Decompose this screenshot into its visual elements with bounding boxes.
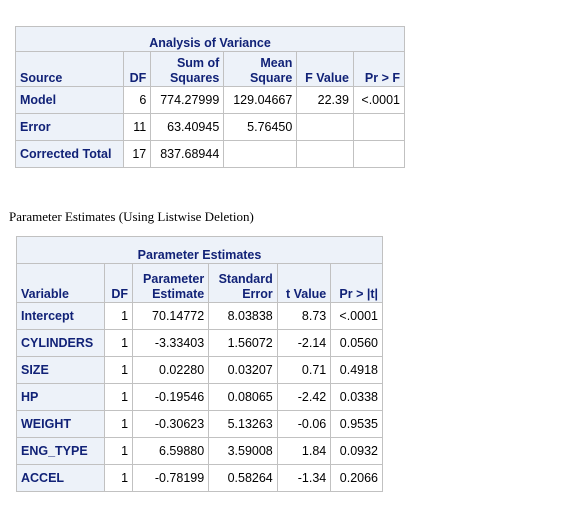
params-row-eng-type: ENG_TYPE 1 6.59880 3.59008 1.84 0.0932 xyxy=(15,437,383,465)
anova-title: Analysis of Variance xyxy=(15,26,405,52)
parameter-estimates-caption: Parameter Estimates (Using Listwise Dele… xyxy=(9,209,254,224)
params-row-p: 0.4918 xyxy=(330,356,383,384)
params-header-estimate-line1: Parameter xyxy=(143,272,205,286)
params-row-variable: SIZE xyxy=(15,356,106,384)
anova-row-df: 17 xyxy=(122,140,152,168)
params-header-tvalue: t Value xyxy=(276,263,332,303)
params-row-tvalue: -2.14 xyxy=(276,329,332,357)
params-row-estimate: -3.33403 xyxy=(132,329,210,357)
params-row-estimate: -0.78199 xyxy=(132,464,210,492)
anova-row-model: Model 6 774.27999 129.04667 22.39 <.0001 xyxy=(15,86,406,114)
anova-row-corrected-total: Corrected Total 17 837.68944 xyxy=(15,140,406,168)
params-row-p: 0.0560 xyxy=(330,329,383,357)
anova-header-pr: Pr > F xyxy=(352,51,406,87)
params-row-p: 0.2066 xyxy=(330,464,383,492)
params-row-weight: WEIGHT 1 -0.30623 5.13263 -0.06 0.9535 xyxy=(15,410,383,438)
anova-header-df: DF xyxy=(122,51,152,87)
params-row-p: <.0001 xyxy=(330,302,383,330)
anova-row-source: Corrected Total xyxy=(15,140,124,168)
anova-row-p: <.0001 xyxy=(352,86,406,114)
params-header-estimate-line2: Estimate xyxy=(152,287,205,301)
params-row-p: 0.0932 xyxy=(330,437,383,465)
params-row-intercept: Intercept 1 70.14772 8.03838 8.73 <.0001 xyxy=(15,302,383,330)
params-row-variable: CYLINDERS xyxy=(15,329,106,357)
params-row-df: 1 xyxy=(104,302,134,330)
params-row-variable: WEIGHT xyxy=(15,410,106,438)
anova-row-ss: 774.27999 xyxy=(150,86,225,114)
params-row-df: 1 xyxy=(104,464,134,492)
params-row-tvalue: -1.34 xyxy=(276,464,332,492)
anova-header-source: Source xyxy=(15,51,124,87)
parameter-estimates-table: Parameter Estimates Variable DF Paramete… xyxy=(15,236,383,492)
anova-header-ss-line2: Squares xyxy=(169,71,220,85)
anova-row-f xyxy=(296,140,354,168)
anova-header-ms-line1: Mean xyxy=(260,56,293,70)
params-row-df: 1 xyxy=(104,410,134,438)
params-row-df: 1 xyxy=(104,383,134,411)
params-row-variable: Intercept xyxy=(15,302,106,330)
anova-header-ms-line2: Square xyxy=(249,71,293,85)
anova-row-ms: 5.76450 xyxy=(223,113,298,141)
anova-row-error: Error 11 63.40945 5.76450 xyxy=(15,113,406,141)
params-row-std-error: 1.56072 xyxy=(208,329,278,357)
params-row-estimate: 6.59880 xyxy=(132,437,210,465)
anova-row-p xyxy=(352,140,406,168)
params-header-variable: Variable xyxy=(15,263,106,303)
anova-header-ms: Mean Square xyxy=(223,51,298,87)
params-header-std-error: Standard Error xyxy=(208,263,278,303)
params-header-df: DF xyxy=(104,263,134,303)
anova-row-ms xyxy=(223,140,298,168)
params-row-tvalue: 1.84 xyxy=(276,437,332,465)
params-row-p: 0.9535 xyxy=(330,410,383,438)
params-row-tvalue: -0.06 xyxy=(276,410,332,438)
params-row-tvalue: 8.73 xyxy=(276,302,332,330)
anova-header-ss-line1: Sum of xyxy=(176,56,220,70)
anova-header-ss: Sum of Squares xyxy=(150,51,225,87)
anova-row-f xyxy=(296,113,354,141)
params-row-variable: ENG_TYPE xyxy=(15,437,106,465)
params-row-std-error: 0.08065 xyxy=(208,383,278,411)
params-row-estimate: 0.02280 xyxy=(132,356,210,384)
params-row-std-error: 5.13263 xyxy=(208,410,278,438)
params-row-df: 1 xyxy=(104,329,134,357)
params-row-estimate: 70.14772 xyxy=(132,302,210,330)
anova-table: Analysis of Variance Source DF Sum of Squ… xyxy=(15,26,406,168)
params-row-accel: ACCEL 1 -0.78199 0.58264 -1.34 0.2066 xyxy=(15,464,383,492)
anova-row-p xyxy=(352,113,406,141)
anova-row-df: 11 xyxy=(122,113,152,141)
params-row-df: 1 xyxy=(104,437,134,465)
params-row-std-error: 8.03838 xyxy=(208,302,278,330)
params-row-std-error: 0.58264 xyxy=(208,464,278,492)
params-row-df: 1 xyxy=(104,356,134,384)
anova-row-ss: 837.68944 xyxy=(150,140,225,168)
params-row-tvalue: -2.42 xyxy=(276,383,332,411)
anova-row-f: 22.39 xyxy=(296,86,354,114)
params-row-cylinders: CYLINDERS 1 -3.33403 1.56072 -2.14 0.056… xyxy=(15,329,383,357)
anova-header-fvalue: F Value xyxy=(296,51,354,87)
params-header-pr: Pr > |t| xyxy=(330,263,383,303)
anova-row-df: 6 xyxy=(122,86,152,114)
params-row-tvalue: 0.71 xyxy=(276,356,332,384)
params-header-estimate: Parameter Estimate xyxy=(132,263,210,303)
anova-row-source: Model xyxy=(15,86,124,114)
params-row-estimate: -0.30623 xyxy=(132,410,210,438)
params-row-std-error: 3.59008 xyxy=(208,437,278,465)
params-title: Parameter Estimates xyxy=(16,236,383,264)
params-row-variable: ACCEL xyxy=(15,464,106,492)
params-row-hp: HP 1 -0.19546 0.08065 -2.42 0.0338 xyxy=(15,383,383,411)
params-row-std-error: 0.03207 xyxy=(208,356,278,384)
params-header-std-error-line1: Standard xyxy=(218,272,273,286)
params-row-p: 0.0338 xyxy=(330,383,383,411)
params-header-std-error-line2: Error xyxy=(242,287,273,301)
params-row-estimate: -0.19546 xyxy=(132,383,210,411)
anova-row-ss: 63.40945 xyxy=(150,113,225,141)
anova-row-source: Error xyxy=(15,113,124,141)
params-row-variable: HP xyxy=(15,383,106,411)
anova-row-ms: 129.04667 xyxy=(223,86,298,114)
params-row-size: SIZE 1 0.02280 0.03207 0.71 0.4918 xyxy=(15,356,383,384)
